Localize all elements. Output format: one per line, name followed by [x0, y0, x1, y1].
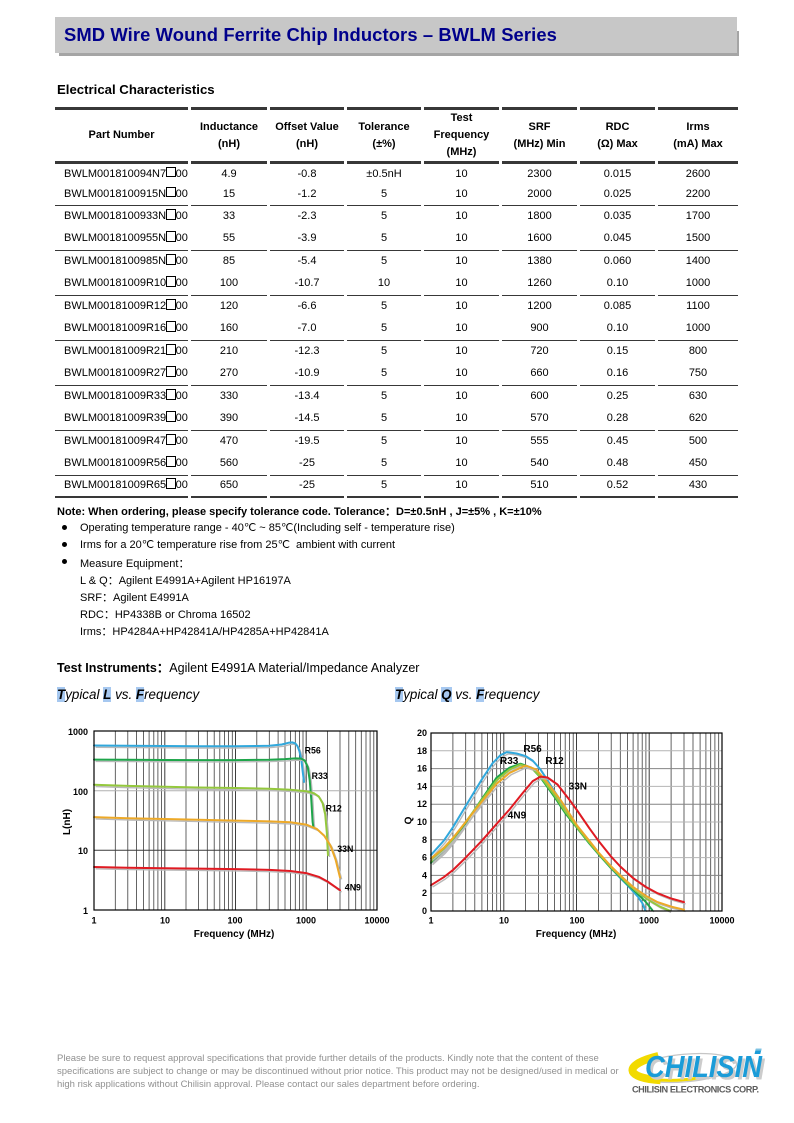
svg-text:6: 6: [422, 853, 427, 863]
svg-text:R56: R56: [305, 745, 321, 755]
svg-text:16: 16: [417, 764, 427, 774]
svg-text:10000: 10000: [364, 916, 389, 926]
svg-text:L(nH): L(nH): [62, 809, 73, 835]
svg-text:Q: Q: [404, 816, 415, 824]
svg-text:100: 100: [227, 916, 242, 926]
svg-text:8: 8: [422, 835, 427, 845]
svg-text:R33: R33: [312, 771, 328, 781]
svg-text:Frequency (MHz): Frequency (MHz): [194, 929, 275, 940]
svg-text:4N9: 4N9: [508, 811, 527, 822]
svg-text:18: 18: [417, 746, 427, 756]
svg-text:4: 4: [422, 870, 427, 880]
svg-text:10: 10: [499, 916, 509, 926]
svg-text:1000: 1000: [639, 916, 659, 926]
svg-text:10: 10: [78, 846, 88, 856]
svg-text:0: 0: [422, 906, 427, 916]
svg-text:R33: R33: [500, 756, 519, 767]
svg-text:33N: 33N: [337, 844, 353, 854]
svg-text:Frequency (MHz): Frequency (MHz): [536, 929, 617, 940]
svg-text:1: 1: [428, 916, 433, 926]
svg-text:2: 2: [422, 888, 427, 898]
svg-text:10: 10: [417, 817, 427, 827]
svg-text:CHILISIN: CHILISIN: [645, 1049, 763, 1084]
svg-text:4N9: 4N9: [345, 883, 361, 893]
svg-text:R56: R56: [523, 744, 542, 755]
svg-text:12: 12: [417, 799, 427, 809]
svg-text:1: 1: [83, 906, 88, 916]
svg-text:1000: 1000: [68, 727, 88, 737]
svg-text:1000: 1000: [296, 916, 316, 926]
svg-text:14: 14: [417, 781, 427, 791]
svg-text:100: 100: [73, 787, 88, 797]
svg-text:33N: 33N: [569, 782, 587, 793]
svg-text:CHILISIN ELECTRONICS CORP.: CHILISIN ELECTRONICS CORP.: [632, 1085, 759, 1095]
svg-text:1: 1: [91, 916, 96, 926]
svg-text:10: 10: [160, 916, 170, 926]
svg-text:20: 20: [417, 728, 427, 738]
svg-text:R12: R12: [326, 803, 342, 813]
svg-text:R12: R12: [545, 756, 564, 767]
svg-text:10000: 10000: [709, 916, 734, 926]
svg-text:100: 100: [569, 916, 584, 926]
svg-text:CHILISIN: CHILISIN: [648, 1052, 766, 1087]
